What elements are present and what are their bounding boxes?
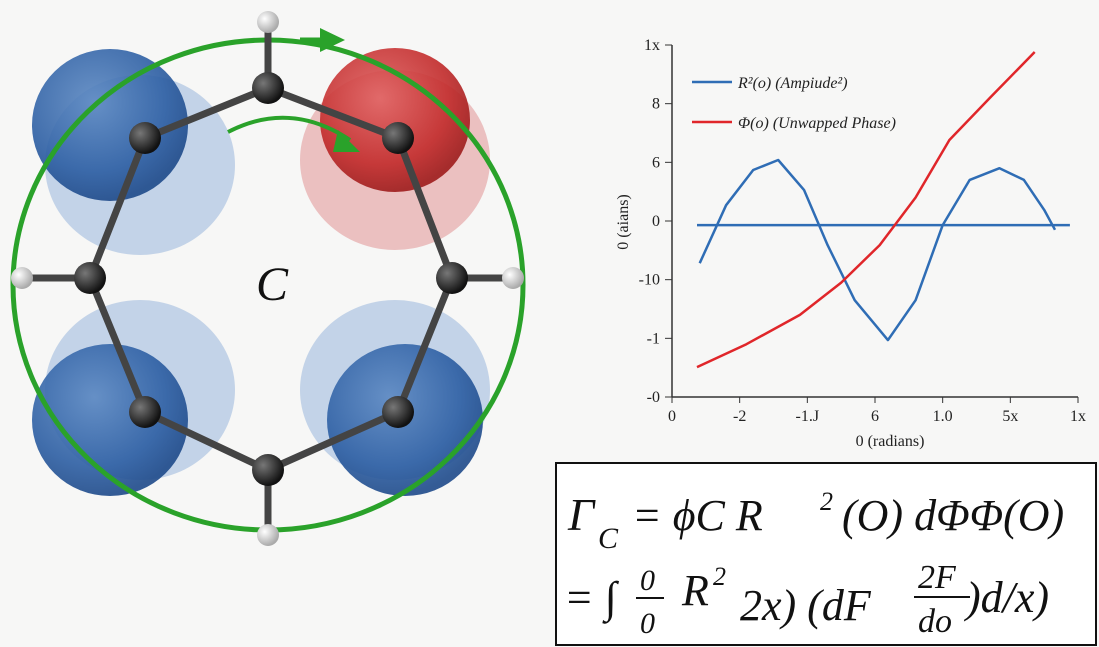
x-axis-label: 0 (radians)	[856, 433, 925, 450]
series-line	[697, 52, 1035, 367]
x-tick-label: 0	[668, 408, 676, 425]
formula-part: R	[681, 566, 709, 615]
y-tick-label: 6	[652, 154, 660, 171]
formula-part: )d/x)	[963, 573, 1049, 622]
formula-part: 2	[820, 487, 833, 516]
formula-part: 2	[713, 562, 726, 591]
center-label: C	[256, 258, 289, 311]
x-tick-label: -1.J	[796, 408, 820, 425]
x-tick-label: 1.0	[933, 408, 953, 425]
series-line	[697, 160, 1070, 340]
formula-part: 0	[640, 564, 655, 597]
molecule: C	[11, 11, 524, 546]
formula-part: = ϕC R	[632, 491, 763, 540]
chart: 0 (radians) 0 (aians) -0 -1 -10 0 6 8 1x 0 -2 -1.…	[615, 37, 1086, 450]
x-tick-label: 6	[871, 408, 879, 425]
x-tick-label: 1x	[1070, 408, 1086, 425]
formula-part: Γ	[567, 489, 596, 540]
legend-label: R²(o) (Ampiude²)	[737, 75, 848, 92]
y-tick-label: -1	[647, 330, 660, 347]
formula-part: 2x) (dF	[740, 581, 872, 630]
y-tick-label: 8	[652, 96, 660, 113]
y-tick-label: 1x	[644, 37, 660, 54]
formula-part: C	[598, 522, 619, 555]
formula-part: do	[918, 603, 952, 640]
y-tick-label: 0	[652, 213, 660, 230]
figure: C 0 (radians) 0 (aians) -0 -1 -10 0 6 8 1x 0 -2 -…	[0, 0, 1099, 647]
x-tick-label: -2	[733, 408, 746, 425]
formula: Γ C = ϕC R 2 (O) dΦΦ(O) = ∫ 0 0 R 2 2x) …	[556, 463, 1096, 645]
x-tick-label: 5x	[1002, 408, 1018, 425]
y-tick-label: -0	[647, 389, 660, 406]
y-tick-label: -10	[639, 272, 660, 289]
formula-part: 0	[640, 607, 655, 640]
y-axis-label: 0 (aians)	[615, 194, 632, 250]
legend-label: Φ(o) (Unwapped Phase)	[738, 115, 896, 132]
formula-part: = ∫	[564, 573, 620, 624]
formula-part: (O) dΦΦ(O)	[842, 491, 1064, 540]
formula-part: 2F	[918, 559, 957, 596]
